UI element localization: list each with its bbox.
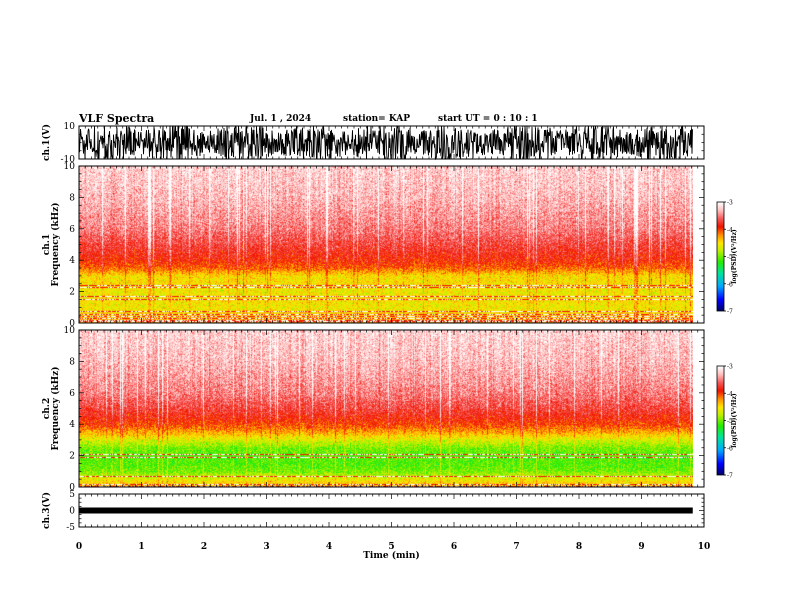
chart-title: VLF Spectra — [79, 112, 155, 125]
x-tick-label: 4 — [326, 542, 332, 552]
header-date: Jul. 1 , 2024 — [250, 114, 312, 124]
x-tick-label: 0 — [76, 542, 82, 552]
y-tick-label: 4 — [69, 256, 75, 266]
y-tick-label: 0 — [69, 507, 75, 517]
y-tick-label: 8 — [69, 357, 75, 367]
y-tick-label: 2 — [69, 288, 75, 298]
colorbar-tick-label: -7 — [727, 309, 733, 316]
colorbar-tick-label: -3 — [727, 364, 733, 371]
y-tick-label: 2 — [69, 452, 75, 462]
x-tick-label: 1 — [138, 542, 144, 552]
x-tick-label: 9 — [638, 542, 644, 552]
y-axis-label: ch.1 — [42, 234, 52, 255]
y-axis-label: Frequency (kHz) — [50, 366, 61, 450]
ch1-waveform-trace — [78, 125, 693, 161]
y-tick-label: -5 — [66, 523, 75, 533]
colorbar-ch2 — [717, 366, 724, 475]
y-axis-label: ch.2 — [42, 398, 52, 419]
y-tick-label: 10 — [64, 162, 76, 172]
x-tick-label: 7 — [513, 542, 519, 552]
y-tick-label: 5 — [69, 490, 75, 500]
colorbar-tick-label: -5 — [727, 418, 733, 425]
y-tick-label: 10 — [64, 326, 76, 336]
y-tick-label: 0 — [69, 483, 75, 493]
y-axis-label: ch.3(V) — [41, 492, 52, 529]
y-axis-label: Frequency (kHz) — [50, 202, 61, 286]
y-tick-label: 10 — [64, 122, 76, 132]
y-tick-label: 4 — [69, 420, 75, 430]
y-tick-label: 8 — [69, 193, 75, 203]
colorbar-tick-label: -4 — [727, 391, 733, 398]
y-tick-label: 0 — [69, 319, 75, 329]
x-tick-label: 6 — [451, 542, 457, 552]
x-tick-label: 10 — [698, 542, 711, 552]
colorbar-tick-label: -6 — [727, 445, 733, 452]
ch3-waveform-trace — [79, 507, 693, 514]
colorbar-label: log(PSD)(V²/Hz) — [731, 393, 738, 448]
x-tick-label: 3 — [263, 542, 269, 552]
spectrogram-ch2 — [79, 330, 693, 487]
x-tick-label: 2 — [201, 542, 207, 552]
colorbar-tick-label: -6 — [727, 281, 733, 288]
y-tick-label: 6 — [69, 225, 75, 235]
y-axis-label: ch.1(V) — [41, 124, 52, 161]
x-tick-label: 8 — [576, 542, 582, 552]
header-station: station= KAP — [343, 114, 411, 124]
colorbar-label: log(PSD)(V²/Hz) — [731, 229, 738, 284]
colorbar-tick-label: -7 — [727, 473, 733, 480]
colorbar-tick-label: -3 — [727, 200, 733, 207]
y-tick-label: -10 — [61, 155, 76, 165]
x-tick-label: 5 — [388, 542, 394, 552]
colorbar-tick-label: -4 — [727, 227, 733, 234]
spectrogram-ch1 — [79, 166, 693, 323]
y-tick-label: 6 — [69, 389, 75, 399]
colorbar-tick-label: -5 — [727, 254, 733, 261]
header-start-time: start UT = 0 : 10 : 1 — [438, 114, 538, 124]
x-axis-label: Time (min) — [363, 550, 420, 561]
colorbar-ch1 — [717, 202, 724, 311]
